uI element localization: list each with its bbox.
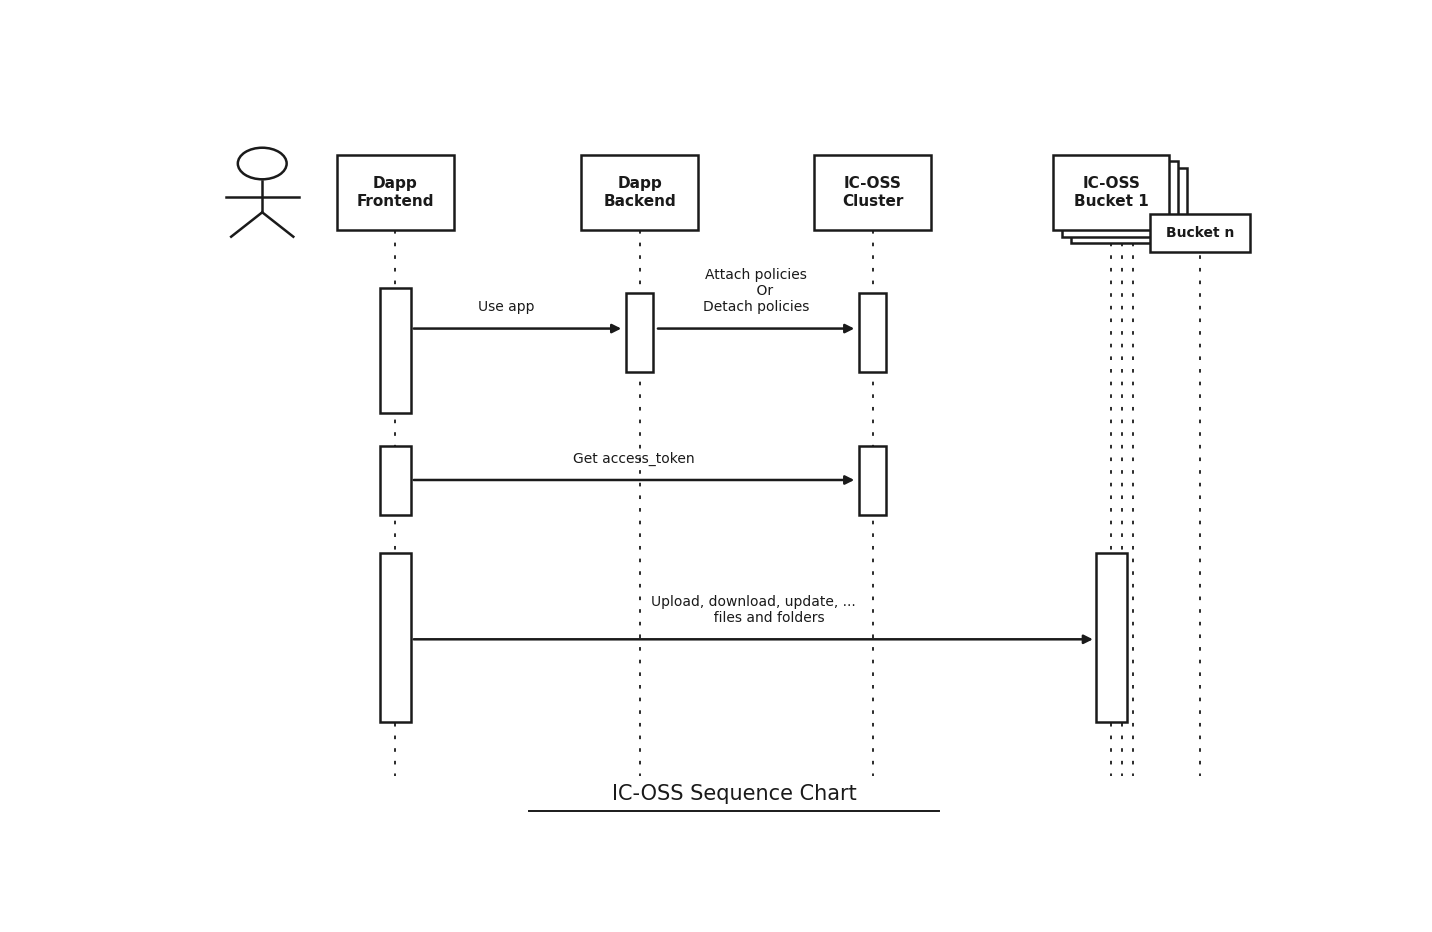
FancyBboxPatch shape — [1071, 168, 1187, 243]
FancyBboxPatch shape — [379, 445, 411, 515]
Text: Upload, download, update, ...
       files and folders: Upload, download, update, ... files and … — [652, 595, 856, 625]
FancyBboxPatch shape — [1095, 554, 1127, 721]
FancyBboxPatch shape — [337, 155, 454, 230]
Text: IC-OSS
Bucket 1: IC-OSS Bucket 1 — [1074, 176, 1148, 209]
Text: Dapp
Backend: Dapp Backend — [603, 176, 676, 209]
FancyBboxPatch shape — [1063, 161, 1179, 237]
FancyBboxPatch shape — [1150, 214, 1250, 252]
FancyBboxPatch shape — [581, 155, 697, 230]
Text: IC-OSS
Cluster: IC-OSS Cluster — [842, 176, 904, 209]
Text: Dapp
Frontend: Dapp Frontend — [357, 176, 434, 209]
FancyBboxPatch shape — [626, 293, 653, 372]
Text: Attach policies
    Or
Detach policies: Attach policies Or Detach policies — [703, 267, 809, 314]
Text: Use app: Use app — [478, 300, 534, 314]
Text: IC-OSS Sequence Chart: IC-OSS Sequence Chart — [611, 784, 856, 803]
FancyBboxPatch shape — [859, 445, 886, 515]
FancyBboxPatch shape — [379, 288, 411, 413]
FancyBboxPatch shape — [1053, 155, 1170, 230]
FancyBboxPatch shape — [859, 293, 886, 372]
Text: Get access_token: Get access_token — [573, 451, 695, 466]
FancyBboxPatch shape — [379, 554, 411, 721]
Text: Bucket n: Bucket n — [1166, 226, 1234, 240]
FancyBboxPatch shape — [815, 155, 931, 230]
